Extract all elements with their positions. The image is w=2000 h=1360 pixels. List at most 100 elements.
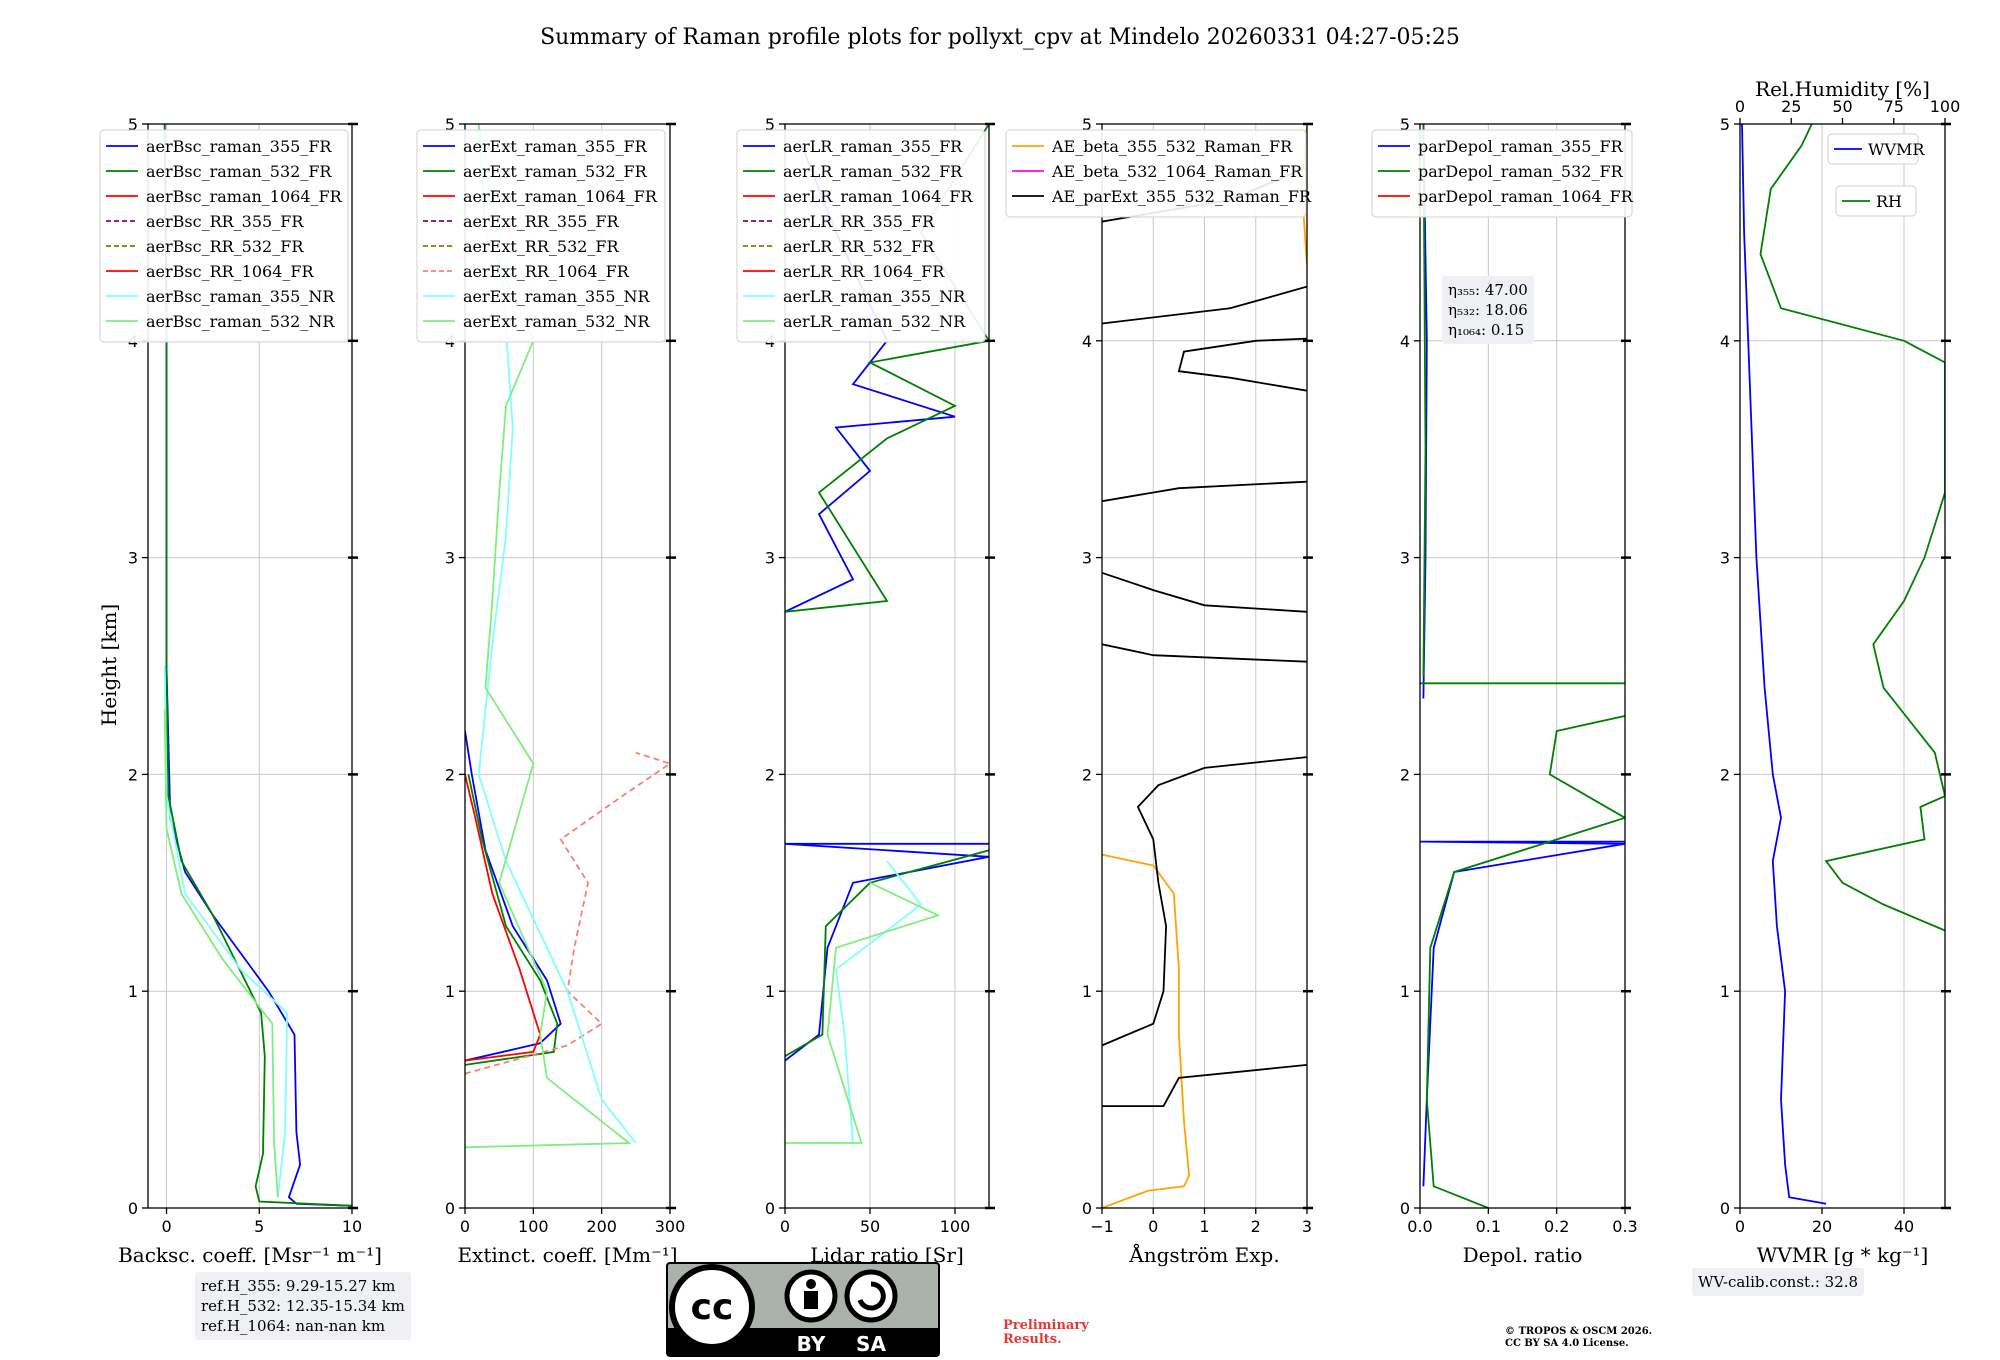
series-AE_parExt_355_532_Raman_FR_c xyxy=(1102,643,1307,663)
share-alike-icon xyxy=(844,1269,898,1323)
y-tick-label: 5 xyxy=(445,115,455,134)
series-aerLR_raman_532_NR xyxy=(785,881,941,1144)
legend-entry: aerLR_RR_355_FR xyxy=(783,212,935,231)
y-tick-label: 0 xyxy=(1400,1199,1410,1218)
x-axis-label: Extinct. coeff. [Mm⁻¹] xyxy=(457,1243,677,1267)
legend-lr: aerLR_raman_355_FR aerLR_raman_532_FR aerL… xyxy=(736,129,986,343)
x-tick-label: 200 xyxy=(586,1217,617,1236)
x-tick-label: 0.0 xyxy=(1407,1217,1432,1236)
y-tick-label: 0 xyxy=(1720,1199,1730,1218)
panel-depol: 0.0 0.1 0.2 0.3 0 1 2 3 4 5 Depol. ratio parDepol_r… xyxy=(1371,115,1638,1267)
x-tick-label: 40 xyxy=(1894,1217,1914,1236)
y-tick-label: 0 xyxy=(128,1199,138,1218)
y-tick-label: 4 xyxy=(1720,332,1730,351)
y-tick-label: 1 xyxy=(765,982,775,1001)
y-axis-label: Height [km] xyxy=(97,604,121,726)
ref-h-532: ref.H_532: 12.35-15.34 km xyxy=(201,1297,405,1315)
y-tick-label: 5 xyxy=(1082,115,1092,134)
y-tick-label: 3 xyxy=(128,549,138,568)
legend-entry: aerExt_raman_355_NR xyxy=(463,287,651,306)
legend-entry: aerLR_raman_1064_FR xyxy=(783,187,973,206)
legend-entry: parDepol_raman_532_FR xyxy=(1418,162,1624,181)
x-axis-label: Ångström Exp. xyxy=(1128,1242,1279,1267)
svg-text:cc: cc xyxy=(691,1287,734,1328)
series-aerLR_raman_355_FR xyxy=(785,842,989,1062)
eta-1064: η₁₀₆₄: 0.15 xyxy=(1448,321,1525,339)
eta-355: η₃₅₅: 47.00 xyxy=(1448,281,1528,299)
legend-entry: aerLR_raman_532_NR xyxy=(783,312,966,331)
legend-WVMR: WVMR xyxy=(1827,133,1925,165)
x-tick-label: 100 xyxy=(940,1217,971,1236)
svg-text:SA: SA xyxy=(856,1332,886,1356)
x-tick-label: 0 xyxy=(161,1217,171,1236)
y-tick-label: 0 xyxy=(445,1199,455,1218)
top-x-tick-label: 75 xyxy=(1884,97,1904,116)
svg-text:BY: BY xyxy=(797,1332,826,1356)
panel-wv: 0 20 40 0 1 2 3 4 5 WVMR [g * kg⁻¹] 0 25 50 75 100Rel.… xyxy=(1720,77,1960,1267)
legend-entry: aerLR_raman_355_FR xyxy=(783,137,963,156)
legend-entry: aerBsc_RR_355_FR xyxy=(146,212,304,231)
legend-entry: aerLR_raman_355_NR xyxy=(783,287,966,306)
series-AE_parExt_355_532_Raman_FR_g xyxy=(1102,285,1307,325)
legend-entry: aerExt_raman_532_FR xyxy=(463,162,648,181)
series-aerExt_raman_355_NR xyxy=(477,124,637,1144)
top-x-tick-label: 100 xyxy=(1930,97,1961,116)
svg-text:WVMR: WVMR xyxy=(1868,140,1925,159)
y-tick-label: 4 xyxy=(1400,332,1410,351)
axes-frame xyxy=(464,123,671,1209)
series-AE_parExt_355_532_Raman_FR_b xyxy=(1102,756,1307,1047)
legend-entry: aerBsc_RR_1064_FR xyxy=(146,262,315,281)
y-tick-label: 3 xyxy=(765,549,775,568)
y-tick-label: 5 xyxy=(128,115,138,134)
series-parDepol_raman_532_FR_upper xyxy=(1422,124,1427,677)
x-tick-label: 3 xyxy=(1302,1217,1312,1236)
y-tick-label: 0 xyxy=(1082,1199,1092,1218)
y-tick-label: 2 xyxy=(1400,765,1410,784)
x-axis-label: Backsc. coeff. [Msr⁻¹ m⁻¹] xyxy=(118,1243,382,1267)
ref-h-1064: ref.H_1064: nan-nan km xyxy=(201,1317,386,1335)
y-tick-label: 4 xyxy=(1082,332,1092,351)
y-tick-label: 2 xyxy=(445,765,455,784)
x-tick-label: 2 xyxy=(1251,1217,1261,1236)
eta-532: η₅₃₂: 18.06 xyxy=(1448,301,1528,319)
copyright-note: © TROPOS & OSCM 2026. CC BY SA 4.0 Licens… xyxy=(1505,1326,1653,1349)
y-tick-label: 3 xyxy=(445,549,455,568)
legend-entry: aerBsc_raman_355_NR xyxy=(146,287,335,306)
wv-calibration-text: WV-calib.const.: 32.8 xyxy=(1698,1273,1859,1291)
top-x-axis-label: Rel.Humidity [%] xyxy=(1755,77,1930,101)
x-tick-label: 0.3 xyxy=(1612,1217,1637,1236)
y-tick-label: 2 xyxy=(1720,765,1730,784)
legend-entry: aerBsc_RR_532_FR xyxy=(146,237,304,256)
x-tick-label: 0 xyxy=(780,1217,790,1236)
panel-bsc: 0510012345Backsc. coeff. [Msr⁻¹ m⁻¹]aerB… xyxy=(99,115,382,1267)
series-aerExt_RR_1064_FR xyxy=(465,751,670,1075)
series-aerBsc_raman_532_NR xyxy=(163,709,279,1198)
series-AE_parExt_355_532_Raman_FR xyxy=(1102,1064,1307,1107)
cc-icon xyxy=(669,1264,755,1350)
legend-entry: aerLR_RR_1064_FR xyxy=(783,262,945,281)
x-axis-label: WVMR [g * kg⁻¹] xyxy=(1757,1243,1929,1267)
series-aerExt_raman_532_FR xyxy=(465,774,559,1066)
wv-calibration-box: WV-calib.const.: 32.8 xyxy=(1692,1268,1865,1296)
x-tick-label: 0 xyxy=(1735,1217,1745,1236)
series-RH xyxy=(1759,124,1945,932)
panels: 0 5 100 1 2 3 4 5 Backsc. coeff. [Msr⁻¹ m⁻¹] aerB… xyxy=(99,77,1960,1267)
legend-bsc: aerBsc_raman_355_FR aerBsc_raman_532_FRae… xyxy=(99,129,349,343)
series-parDepol_raman_355_FR xyxy=(1420,840,1625,1187)
legend-entry: AE_beta_355_532_Raman_FR xyxy=(1051,137,1293,156)
series-AE_parExt_355_532_Raman_FR_e xyxy=(1102,480,1307,503)
eta-box: η₃₅₅: 47.00 η₅₃₂: 18.06 η₁₀₆₄: 0.15 xyxy=(1442,276,1534,344)
y-tick-label: 2 xyxy=(128,765,138,784)
x-axis-label: Depol. ratio xyxy=(1463,1243,1583,1267)
x-tick-label: 0.1 xyxy=(1476,1217,1501,1236)
x-tick-label: 0 xyxy=(460,1217,470,1236)
series-AE_parExt_355_532_Raman_FR_d xyxy=(1102,571,1307,613)
legend-entry: parDepol_raman_1064_FR xyxy=(1418,187,1634,206)
legend-ext: aerExt_raman_355_FR aerExt_raman_532_FRae… xyxy=(416,129,666,343)
series-parDepol_raman_532_FR xyxy=(1425,715,1625,1208)
legend-entry: aerExt_RR_532_FR xyxy=(463,237,620,256)
legend-entry: aerLR_RR_532_FR xyxy=(783,237,935,256)
legend-entry: aerBsc_raman_1064_FR xyxy=(146,187,343,206)
